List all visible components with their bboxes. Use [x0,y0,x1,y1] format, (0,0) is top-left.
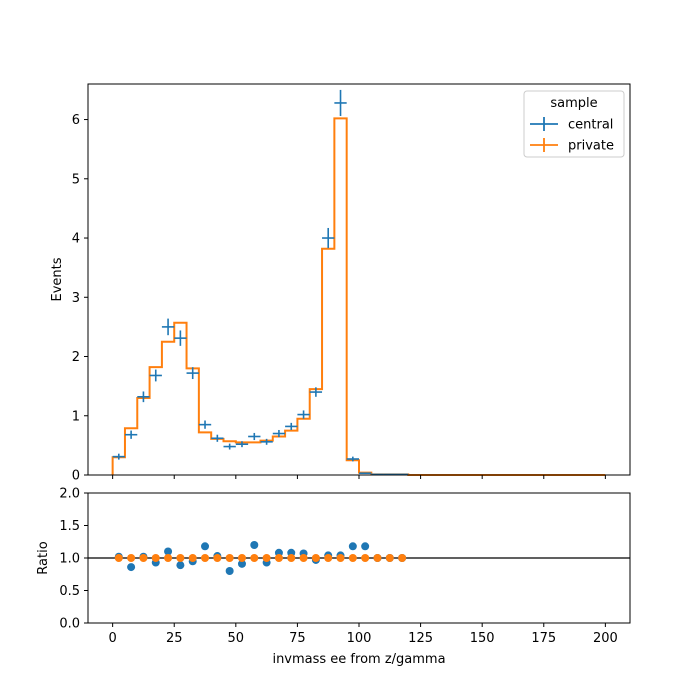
ratio-panel: 0.0 0.5 1.0 1.5 2.0 0 25 50 75 100 125 150 175 200 Rat… [36,487,631,667]
central-ratio-point [201,542,210,551]
central-ratio-point [237,559,246,568]
central-ratio-point [225,567,234,575]
private-ratio-point [287,554,296,562]
central-errorbar [260,438,273,445]
central-ratio-point [127,563,136,572]
private-ratio-point [250,554,259,562]
private-ratio-point [299,554,308,562]
x-axis-label: invmass ee from z/gamma [272,652,445,667]
central-errorbar [359,472,372,475]
main-panel: 0 1 2 3 4 5 6 Events sample central private [50,83,631,484]
private-ratio-point [225,554,234,562]
central-errorbar [137,391,150,403]
x-tick-label: 150 [470,631,495,646]
central-errorbar [309,387,323,397]
central-errorbar [149,369,162,382]
legend-title: sample [550,96,597,111]
central-errorbar [334,89,347,116]
y-tick-label: 5 [72,172,80,187]
x-tick-label: 50 [228,631,245,646]
x-tick-label: 125 [408,631,433,646]
ratio-y-tick-label: 1.0 [59,552,80,567]
central-errorbar [223,443,236,450]
private-ratio-point [336,554,345,562]
central-errorbar [186,367,199,380]
central-errorbar [285,422,298,430]
private-ratio-point [274,554,283,562]
y-axis-label: Events [50,257,65,301]
private-ratio-point [139,554,148,562]
legend-box [523,90,625,158]
central-ratio-point [164,547,173,556]
private-ratio-point [311,554,320,562]
private-ratio-point [188,554,197,562]
private-ratio-point [151,554,160,562]
x-tick-label: 100 [347,631,372,646]
legend: sample central private [523,90,625,158]
central-errorbar [297,410,310,419]
y-tick-label: 3 [72,291,80,306]
central-ratio-point [250,541,259,549]
central-errorbar [235,441,249,448]
private-ratio-point [176,554,185,562]
private-ratio-point [237,554,246,562]
private-ratio-point [213,554,222,562]
central-errorbar [198,420,212,429]
y-tick-label: 0 [72,469,80,484]
central-errorbar [124,430,138,439]
x-tick-label: 25 [166,631,183,646]
central-ratio-point [361,542,370,551]
private-ratio-point [398,554,407,562]
y-tick-label: 6 [72,113,80,128]
ratio-y-tick-label: 2.0 [59,487,80,502]
ratio-y-tick-label: 0.5 [59,584,80,599]
legend-item: private [530,138,614,154]
legend-item: central [530,117,613,133]
x-tick-label: 175 [531,631,556,646]
private-ratio-point [385,554,394,562]
central-errorbar [161,318,175,336]
legend-label: private [568,139,614,154]
x-tick-label: 200 [593,631,618,646]
private-ratio-point [114,554,123,562]
private-ratio-point [324,554,333,562]
y-tick-label: 2 [72,350,80,365]
central-errorbar [272,429,286,438]
private-ratio-point [127,554,136,562]
ratio-y-axis-label: Ratio [36,541,51,574]
private-ratio-point [373,554,382,562]
ratio-y-tick-label: 1.5 [59,519,80,534]
y-tick-label: 4 [72,232,80,247]
central-errorbar [112,453,125,460]
private-ratio-point [361,554,370,562]
private-ratio-point [348,554,357,562]
private-ratio-point [164,554,173,562]
x-tick-label: 0 [108,631,116,646]
private-ratio-point [201,554,210,562]
ratio-y-tick-label: 0.0 [59,617,80,632]
y-tick-label: 1 [72,409,80,424]
central-errorbar [346,456,359,462]
legend-label: central [568,118,613,133]
central-errorbar [248,432,261,441]
private-ratio-point [262,554,271,562]
x-tick-label: 75 [289,631,306,646]
central-ratio-point [348,542,357,551]
central-errorbar [322,227,335,249]
central-errorbar [174,330,187,346]
central-ratio-point [176,561,185,570]
central-errorbar [211,434,224,442]
